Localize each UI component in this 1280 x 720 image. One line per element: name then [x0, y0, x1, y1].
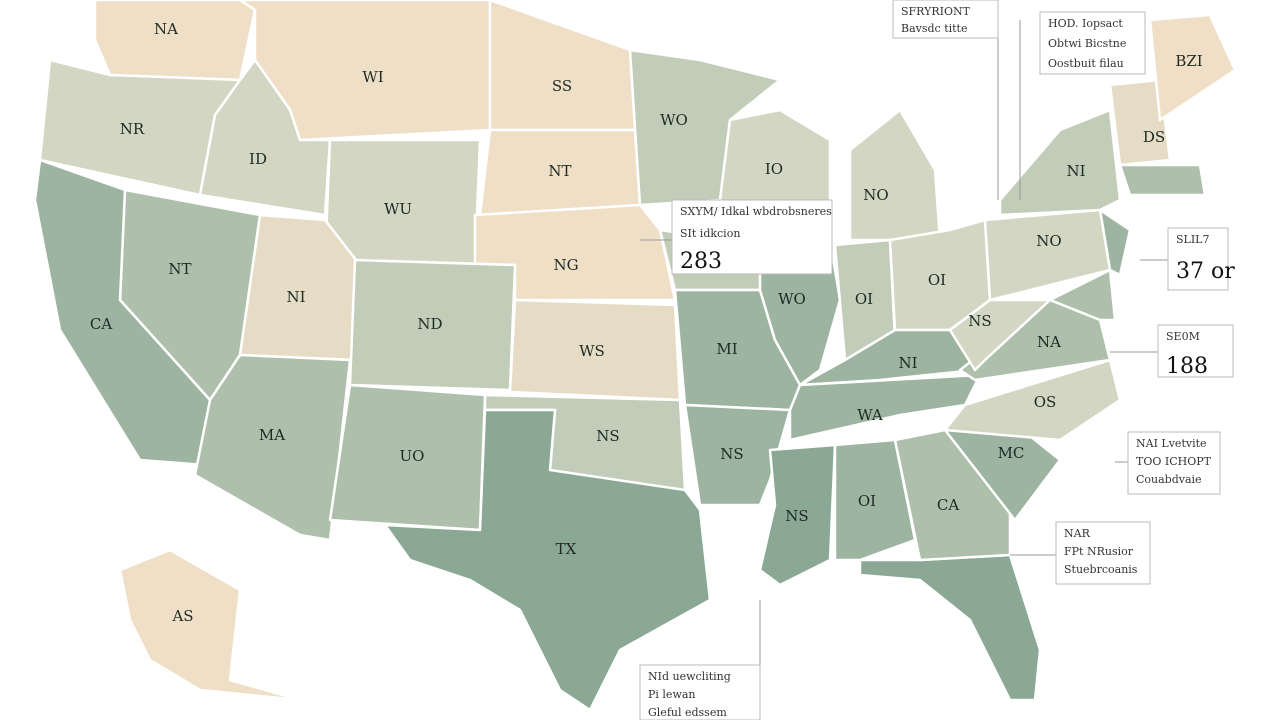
state-label: NA	[154, 20, 178, 38]
state-label: NA	[1037, 333, 1061, 351]
callout-text: SE0M	[1166, 330, 1200, 343]
callout-text: NAR	[1064, 527, 1091, 540]
state-label: WI	[362, 68, 383, 86]
state-label: NS	[785, 507, 808, 525]
state-shape	[1148, 13, 1237, 122]
state-shape	[943, 358, 1122, 442]
state-shape	[948, 298, 1052, 372]
state-label: NG	[553, 256, 578, 274]
callout-text: NAI Lvetvite	[1136, 437, 1207, 450]
callout-text: SIt idkcion	[680, 227, 740, 240]
callout-text: HOD. Iopsact	[1048, 17, 1123, 30]
state-shape	[683, 403, 792, 507]
state-shape	[858, 553, 1042, 702]
callout-text: FPt NRusior	[1064, 545, 1134, 558]
state-label: MC	[998, 444, 1025, 462]
state-shape	[93, 0, 257, 82]
state-label: WO	[660, 111, 688, 129]
callout-text: Gleful edssem	[648, 706, 727, 719]
callout-text: TOO ICHOPT	[1136, 455, 1212, 468]
state-label: ND	[417, 315, 442, 333]
state-label: NS	[720, 445, 743, 463]
state-label: NS	[968, 312, 991, 330]
state-label: NI	[1066, 162, 1085, 180]
state-shape	[1118, 163, 1207, 197]
state-label: BZI	[1175, 52, 1202, 70]
state-label: NO	[863, 186, 888, 204]
state-shape	[983, 208, 1112, 302]
state-label: NI	[898, 354, 917, 372]
state-label: WS	[579, 342, 605, 360]
state-label: OI	[928, 271, 946, 289]
callout-text: SLIL7	[1176, 233, 1210, 246]
state-label: CA	[937, 496, 959, 514]
state-label: DS	[1143, 128, 1165, 146]
callout-text: SXYM/ Idkal wbdrobsneres	[680, 205, 832, 218]
state-label: NT	[548, 162, 571, 180]
callout-box	[1127, 431, 1221, 495]
state-label: MI	[716, 340, 737, 358]
callout-box	[1157, 324, 1234, 378]
state-label: NO	[1036, 232, 1061, 250]
callout-box	[671, 199, 833, 275]
callout-text: Pi lewan	[648, 688, 696, 701]
state-label: IO	[765, 160, 783, 178]
state-label: OS	[1034, 393, 1057, 411]
state-label: NI	[286, 288, 305, 306]
callout-text: Obtwi Bicstne	[1048, 37, 1126, 50]
state-label: NS	[596, 427, 619, 445]
state-shape	[998, 108, 1122, 217]
state-shape	[383, 408, 712, 712]
callout-text: Stuebrcoanis	[1064, 563, 1138, 576]
state-label: WA	[857, 406, 883, 424]
state-shape	[848, 108, 942, 242]
callout-text: Bavsdc titte	[901, 22, 968, 35]
callout-box	[1055, 521, 1151, 585]
state-shape	[1108, 78, 1172, 167]
state-label: UO	[400, 447, 425, 465]
state-label: WU	[384, 200, 412, 218]
state-label: SS	[552, 77, 572, 95]
state-label: NR	[120, 120, 145, 138]
state-label: WO	[778, 290, 806, 308]
state-label: CA	[90, 315, 112, 333]
callout-box	[892, 0, 999, 39]
state-label: AS	[171, 607, 193, 625]
callout-box	[639, 664, 761, 720]
state-label: ID	[249, 150, 267, 168]
state-shape	[833, 438, 917, 562]
callout-value: 283	[680, 249, 722, 274]
callout-box	[1039, 11, 1146, 75]
state-label: TX	[556, 540, 577, 558]
callout-text: NId uewcliting	[648, 670, 731, 683]
state-shape	[488, 0, 637, 132]
callout-text: SFRYRIONT	[901, 5, 971, 18]
state-label: MA	[259, 426, 285, 444]
state-label: NT	[168, 260, 191, 278]
state-label: OI	[858, 492, 876, 510]
callout-value: 37 or	[1176, 259, 1235, 284]
state-shape	[193, 353, 352, 542]
callout-text: Oostbuit filau	[1048, 57, 1124, 70]
state-label: OI	[855, 290, 873, 308]
callout-text: Couabdvaie	[1136, 473, 1202, 486]
callout-box	[1167, 227, 1229, 291]
state-shape	[118, 548, 302, 702]
callout-value: 188	[1166, 354, 1208, 379]
